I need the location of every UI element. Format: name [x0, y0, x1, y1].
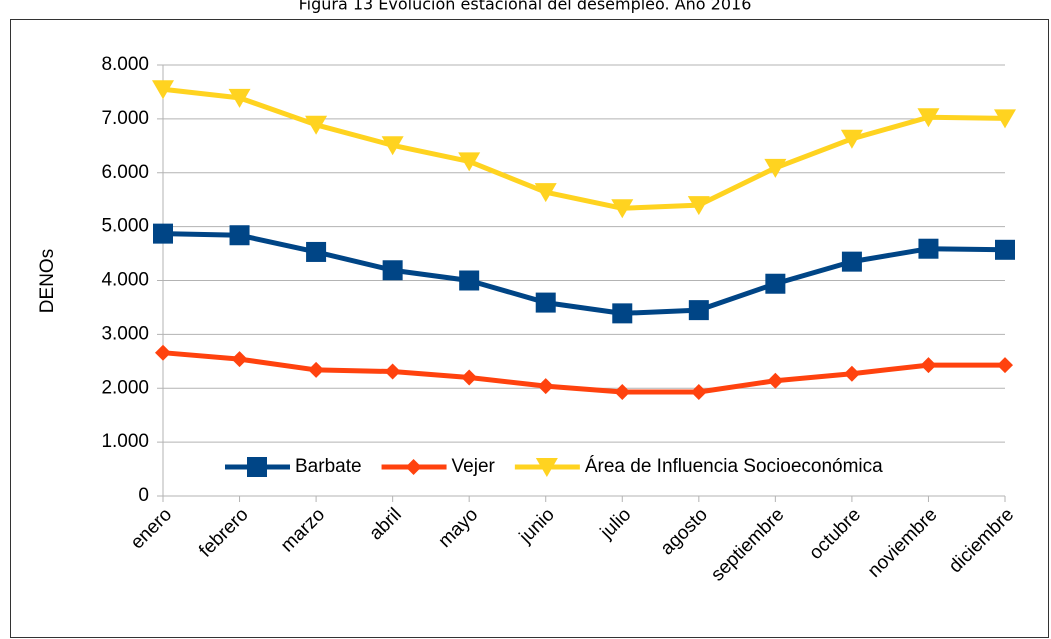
- legend-label: Barbate: [295, 456, 362, 477]
- data-point: [920, 357, 937, 374]
- chart-frame: [10, 19, 1049, 638]
- data-point: [917, 108, 940, 128]
- data-point: [688, 300, 709, 321]
- legend-label: Área de Influencia Socioeconómica: [585, 456, 883, 477]
- data-point: [612, 303, 633, 324]
- data-point: [231, 351, 248, 368]
- data-point: [305, 115, 328, 135]
- y-tick-label: 0: [138, 485, 149, 506]
- data-point: [228, 88, 251, 108]
- data-point: [994, 109, 1016, 129]
- legend-marker: [405, 459, 422, 475]
- data-point: [306, 241, 327, 262]
- y-tick-label: 2.000: [101, 377, 149, 398]
- data-point: [153, 223, 173, 244]
- chart-title: Figura 13 Evolución estacional del desem…: [299, 0, 752, 14]
- data-point: [764, 158, 787, 178]
- series-line: [162, 350, 1005, 395]
- y-tick-label: 4.000: [101, 270, 149, 291]
- data-point: [458, 152, 481, 172]
- data-point: [995, 239, 1015, 260]
- data-point: [841, 251, 862, 272]
- data-point: [461, 369, 478, 386]
- data-point: [614, 384, 631, 401]
- y-tick-label: 7.000: [101, 108, 149, 129]
- data-point: [534, 183, 557, 203]
- data-point: [535, 292, 556, 313]
- y-tick-label: 1.000: [101, 431, 149, 452]
- y-tick-label: 3.000: [101, 323, 149, 344]
- data-point: [382, 260, 403, 281]
- data-point: [767, 372, 784, 389]
- data-point: [537, 378, 554, 395]
- series-line: [162, 86, 1006, 211]
- data-point: [840, 129, 863, 149]
- data-point: [459, 270, 480, 291]
- data-point: [384, 363, 401, 380]
- data-point: [687, 196, 710, 216]
- data-point: [155, 344, 171, 361]
- legend-label: Vejer: [452, 456, 496, 477]
- data-point: [381, 136, 404, 156]
- series-line: [162, 231, 1006, 316]
- y-tick-label: 5.000: [101, 216, 149, 237]
- data-point: [152, 80, 174, 100]
- data-point: [997, 357, 1013, 374]
- data-point: [843, 365, 860, 382]
- y-tick-label: 6.000: [101, 162, 149, 183]
- y-tick-label: 8.000: [101, 54, 149, 75]
- legend-marker: [535, 458, 558, 477]
- data-point: [690, 384, 707, 401]
- legend-marker: [247, 457, 267, 477]
- y-axis-label: DENOs: [37, 249, 58, 313]
- data-point: [918, 238, 939, 259]
- data-point: [229, 225, 250, 246]
- data-point: [765, 273, 786, 294]
- data-point: [611, 199, 634, 219]
- data-point: [308, 361, 325, 378]
